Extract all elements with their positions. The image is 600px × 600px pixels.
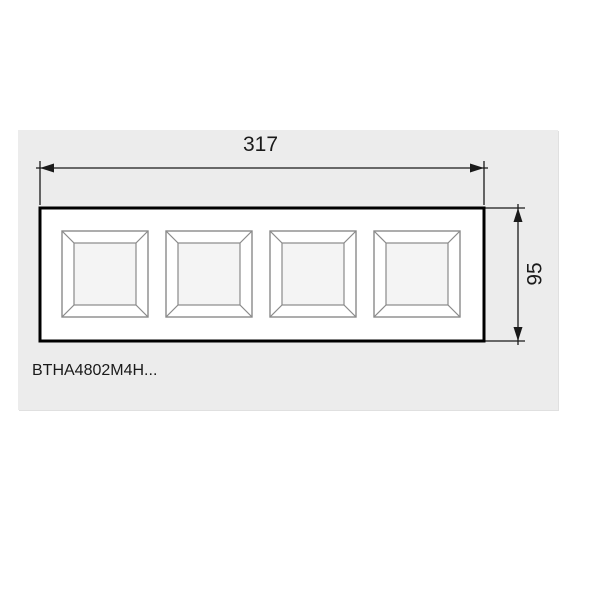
dim-height-value: 95 <box>524 262 548 285</box>
module-2 <box>166 231 252 317</box>
dim-width-value: 317 <box>243 133 278 157</box>
drawing-canvas: 317 95 BTHA4802M4H... <box>18 130 558 410</box>
dim-height-arrow-bottom <box>514 327 523 341</box>
module-3 <box>270 231 356 317</box>
module-4 <box>374 231 460 317</box>
dim-width-arrow-right <box>470 164 484 173</box>
dim-height-arrow-top <box>514 208 523 222</box>
module-1 <box>62 231 148 317</box>
part-number-label: BTHA4802M4H... <box>32 362 157 380</box>
dim-width-arrow-left <box>40 164 54 173</box>
